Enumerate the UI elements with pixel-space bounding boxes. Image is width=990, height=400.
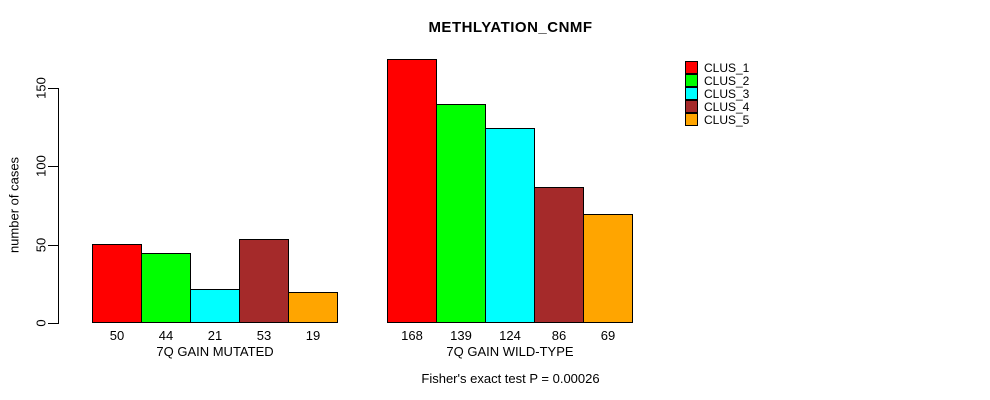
legend-color-swatch	[685, 113, 698, 126]
legend-label: CLUS_5	[704, 112, 750, 127]
bar-clus_2	[141, 253, 191, 323]
y-axis-tick-label: 0	[33, 319, 49, 327]
legend-item: CLUS_5	[685, 112, 750, 127]
y-axis-tick	[48, 244, 58, 246]
bar-clus_3	[485, 128, 535, 323]
group-label: 7Q GAIN MUTATED	[156, 344, 274, 359]
bar-value-label: 124	[499, 328, 521, 343]
legend-color-swatch	[685, 100, 698, 113]
legend-item: CLUS_1	[685, 60, 750, 75]
y-axis-line	[58, 88, 59, 324]
bar-clus_3	[190, 289, 240, 323]
bar-value-label: 44	[158, 328, 174, 343]
y-axis-tick-label: 50	[33, 237, 49, 252]
bar-clus_4	[239, 239, 289, 323]
bar-clus_4	[534, 187, 584, 323]
legend-label: CLUS_2	[704, 73, 750, 88]
bar-value-label: 139	[450, 328, 472, 343]
y-axis-tick-label: 100	[33, 155, 49, 178]
group-label: 7Q GAIN WILD-TYPE	[446, 344, 574, 359]
bar-clus_1	[387, 59, 437, 323]
statistical-test-annotation: Fisher's exact test P = 0.00026	[421, 371, 600, 386]
y-axis-tick-label: 150	[33, 77, 49, 99]
y-axis-tick	[48, 166, 58, 168]
bar-value-label: 50	[109, 328, 125, 343]
legend-color-swatch	[685, 61, 698, 74]
bar-value-label: 19	[305, 328, 321, 343]
bar-value-label: 168	[401, 328, 423, 343]
bar-value-label: 53	[256, 328, 272, 343]
bar-value-label: 86	[551, 328, 567, 343]
bar-clus_1	[92, 244, 142, 323]
bar-value-label: 21	[207, 328, 223, 343]
legend-item: CLUS_2	[685, 73, 750, 88]
y-axis-tick	[48, 323, 58, 324]
y-axis-title: number of cases	[6, 156, 22, 254]
y-axis-tick	[48, 88, 58, 89]
legend-item: CLUS_3	[685, 86, 750, 101]
legend-color-swatch	[685, 74, 698, 87]
legend-item: CLUS_4	[685, 99, 750, 114]
legend-label: CLUS_1	[704, 60, 750, 75]
legend-label: CLUS_3	[704, 86, 750, 101]
legend-color-swatch	[685, 87, 698, 100]
legend: CLUS_1 CLUS_2 CLUS_3 CLUS_4 CLUS_5	[685, 60, 750, 127]
bar-value-label: 69	[600, 328, 616, 343]
bar-clus_2	[436, 104, 486, 323]
legend-label: CLUS_4	[704, 99, 750, 114]
chart-title: METHLYATION_CNMF	[428, 19, 593, 36]
bar-clus_5	[583, 214, 633, 323]
bar-clus_5	[288, 292, 338, 323]
